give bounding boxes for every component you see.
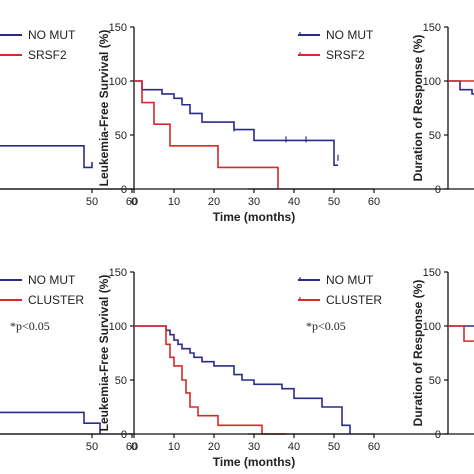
x-tick-label: 40 [288,196,300,208]
y-axis-title: Leukemia-Free Survival (%) [97,30,111,187]
x-tick-label: 50 [86,441,98,453]
y-tick-label: 50 [115,375,127,387]
y-tick-label: 100 [423,321,441,333]
p-value-annotation: *p<0.05 [10,319,50,333]
legend-label: CLUSTER [326,293,382,307]
y-tick-label: 150 [423,267,441,279]
x-tick-label: 60 [368,196,380,208]
series-line-cluster [448,325,474,342]
series-line-no-mut [448,80,474,95]
y-tick-label: 150 [109,267,127,279]
y-tick-label: 100 [109,76,127,88]
chart-panel-left-top: 50 60 NO MUT SRSF2 [0,28,138,208]
x-tick-label: 50 [86,196,98,208]
legend-label: NO MUT [28,28,76,42]
series-line-no-mut [134,325,351,434]
series-line-srsf2 [134,80,279,189]
y-tick-label: 50 [429,130,441,142]
x-tick-label: 60 [126,441,138,453]
y-tick-label: 100 [109,321,127,333]
legend-label: NO MUT [326,28,374,42]
y-tick-label: 50 [429,375,441,387]
p-value-annotation: *p<0.05 [306,319,346,333]
chart-panel-left-bottom: 50 60 NO MUT CLUSTER *p<0.05 [0,273,138,453]
x-tick-label: 10 [168,441,180,453]
x-tick-label: 20 [208,196,220,208]
x-tick-label: 50 [328,441,340,453]
y-tick-label: 50 [115,130,127,142]
y-axis-title: Leukemia-Free Survival (%) [97,275,111,432]
x-tick-label: 10 [168,196,180,208]
series-line-cluster [134,325,286,435]
x-axis-title: Time (months) [213,455,295,469]
y-tick-label: 0 [121,184,127,196]
series-line-no-mut [0,145,93,169]
y-tick-label: 0 [121,429,127,441]
x-tick-label: 40 [288,441,300,453]
y-axis-title: Duration of Response (%) [411,35,425,182]
y-tick-label: 150 [109,22,127,34]
x-tick-label: 0 [131,196,137,208]
legend-label: NO MUT [28,273,76,287]
x-tick-label: 30 [248,441,260,453]
x-axis-title: Time (months) [213,210,295,224]
legend-label: NO MUT [326,273,374,287]
x-tick-label: 60 [368,441,380,453]
x-tick-label: 20 [208,441,220,453]
y-tick-label: 0 [435,184,441,196]
series-line-no-mut [134,80,338,167]
series-line-no-mut [0,411,101,434]
legend-label: SRSF2 [28,48,67,62]
x-tick-label: 0 [131,441,137,453]
x-tick-label: 60 [126,196,138,208]
y-tick-label: 100 [423,76,441,88]
legend-label: CLUSTER [28,293,84,307]
y-tick-label: 0 [435,429,441,441]
x-tick-label: 30 [248,196,260,208]
x-tick-label: 50 [328,196,340,208]
y-tick-label: 150 [423,22,441,34]
legend-label: SRSF2 [326,48,365,62]
y-axis-title: Duration of Response (%) [411,280,425,427]
